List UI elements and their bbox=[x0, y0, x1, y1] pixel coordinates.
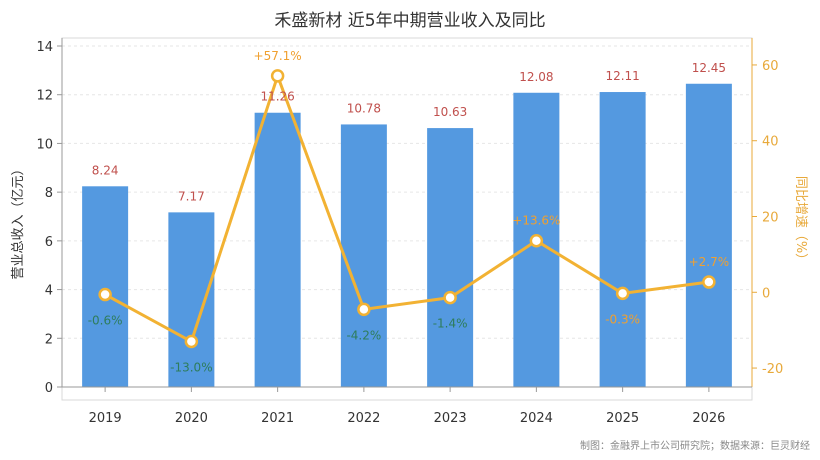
plot-frame bbox=[61, 37, 753, 401]
y2-axis-title: 同比增速（%） bbox=[793, 176, 808, 266]
bar bbox=[685, 83, 732, 387]
x-tick-label: 2026 bbox=[692, 411, 725, 426]
y-tick-label: 4 bbox=[45, 284, 53, 299]
y-axis-title: 营业总收入（亿元） bbox=[11, 162, 26, 279]
y2-tick-label: 60 bbox=[762, 59, 779, 74]
y-tick-label: 12 bbox=[36, 89, 53, 104]
x-tick-label: 2024 bbox=[520, 411, 553, 426]
growth-value-label: +57.1% bbox=[254, 49, 302, 63]
y-tick-label: 8 bbox=[45, 186, 53, 201]
axes: 0 2 4 6 8 10 12 14 -20 0 20 40 60 2019 2020 2021 2022 202… bbox=[36, 38, 783, 426]
bar bbox=[82, 186, 129, 387]
growth-value-label: -1.4% bbox=[433, 317, 468, 331]
bar-value-label: 12.45 bbox=[692, 61, 726, 75]
line-series bbox=[98, 69, 716, 349]
growth-point bbox=[98, 287, 112, 302]
y-tick-label: 10 bbox=[36, 137, 53, 152]
y2-tick-label: 20 bbox=[762, 211, 779, 226]
growth-point bbox=[702, 275, 716, 289]
grid-lines bbox=[62, 45, 752, 339]
growth-point bbox=[270, 69, 285, 83]
x-tick-label: 2020 bbox=[175, 411, 208, 426]
source-credit: 制图：金融界上市公司研究院；数据来源：巨灵财经 bbox=[580, 439, 810, 452]
growth-value-label: -0.3% bbox=[605, 312, 640, 326]
growth-line bbox=[104, 74, 710, 344]
growth-value-label: +2.7% bbox=[689, 255, 730, 269]
y2-tick-label: 40 bbox=[762, 135, 779, 150]
growth-point bbox=[443, 290, 457, 305]
growth-value-label: -13.0% bbox=[170, 361, 212, 375]
growth-point bbox=[529, 233, 544, 248]
growth-value-label: -0.6% bbox=[88, 314, 123, 328]
y-tick-label: 14 bbox=[36, 40, 53, 55]
growth-point bbox=[615, 286, 630, 301]
bar bbox=[427, 128, 474, 388]
y-tick-label: 6 bbox=[45, 235, 53, 250]
y-tick-label: 0 bbox=[45, 381, 53, 396]
bar-value-label: 10.63 bbox=[433, 105, 467, 119]
x-tick-label: 2023 bbox=[434, 411, 467, 426]
bar-value-label: 8.24 bbox=[92, 163, 119, 177]
y-tick-label: 2 bbox=[45, 332, 53, 347]
growth-value-label: -4.2% bbox=[346, 328, 381, 342]
bar-value-label: 12.11 bbox=[605, 69, 639, 83]
bar bbox=[168, 212, 215, 387]
chart-title: 禾盛新材 近5年中期营业收入及同比 bbox=[274, 11, 545, 31]
data-labels: 8.24 7.17 11.26 10.78 10.63 12.08 12.11 12.45 -0… bbox=[88, 49, 729, 375]
growth-point bbox=[184, 334, 199, 349]
x-tick-label: 2022 bbox=[347, 411, 380, 426]
bar-value-label: 12.08 bbox=[519, 70, 553, 84]
bar bbox=[254, 112, 301, 387]
bar bbox=[599, 92, 646, 387]
x-tick-label: 2025 bbox=[606, 411, 639, 426]
y2-tick-label: 0 bbox=[762, 286, 770, 301]
growth-point bbox=[357, 302, 371, 317]
growth-value-label: +13.6% bbox=[512, 214, 560, 228]
x-tick-label: 2019 bbox=[89, 411, 122, 426]
y2-tick-label: -20 bbox=[762, 362, 783, 377]
bar bbox=[340, 124, 387, 388]
x-tick-label: 2021 bbox=[261, 411, 294, 426]
bar-series bbox=[82, 83, 732, 388]
bar-value-label: 7.17 bbox=[178, 189, 205, 203]
bar-value-label: 10.78 bbox=[347, 101, 381, 115]
bar-value-label: 11.26 bbox=[260, 90, 294, 104]
